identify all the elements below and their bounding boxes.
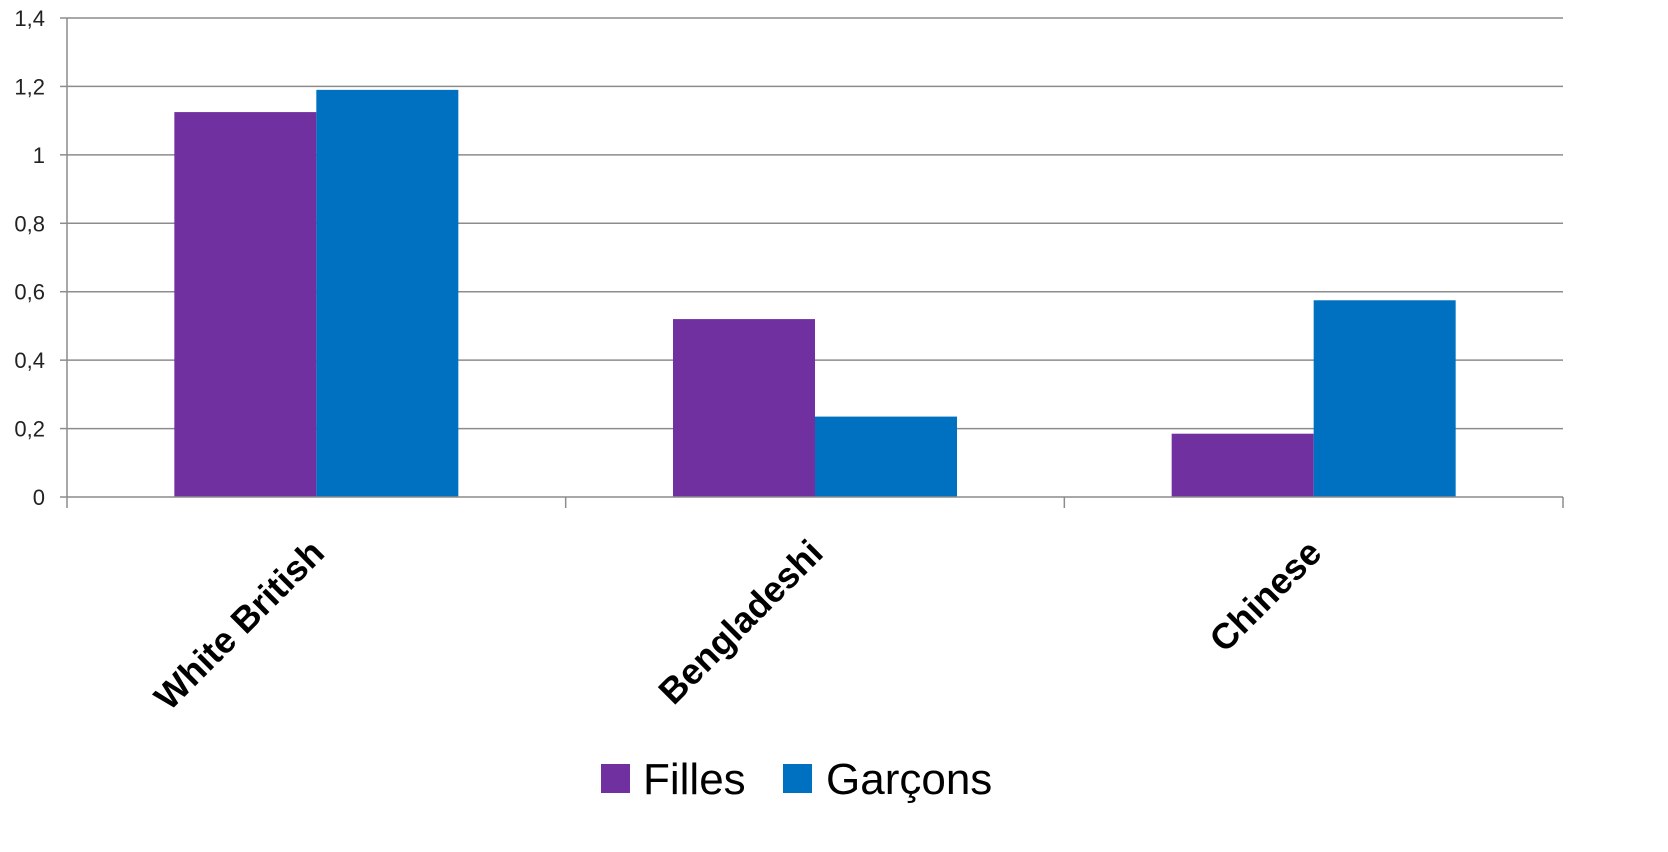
y-tick-label: 0	[33, 485, 45, 510]
x-tick-labels: White British Bengladeshi Chinese	[146, 532, 1329, 718]
bar-gar-ons-chinese	[1313, 300, 1456, 497]
x-tick-label: Bengladeshi	[650, 532, 830, 712]
legend-swatch-gar-ons	[783, 764, 812, 793]
y-tick-label: 0,6	[14, 280, 45, 305]
bar-filles-white-british	[174, 112, 317, 497]
y-tick-label: 1,4	[14, 6, 45, 31]
x-tick-label: Chinese	[1201, 532, 1329, 660]
bars	[174, 89, 1456, 497]
bar-filles-chinese	[1171, 433, 1314, 497]
legend: Filles Garçons	[601, 755, 992, 804]
y-tick-label: 0,4	[14, 348, 45, 373]
legend-label: Garçons	[826, 755, 992, 804]
bar-gar-ons-bengladeshi	[815, 416, 957, 497]
y-tick-label: 1,2	[14, 74, 45, 99]
legend-swatch-filles	[601, 764, 630, 793]
y-tick-labels: 0 0,2 0,4 0,6 0,8 1 1,2 1,4	[14, 6, 45, 510]
axes	[60, 17, 1564, 508]
bar-filles-bengladeshi	[673, 319, 815, 497]
y-tick-label: 0,8	[14, 211, 45, 236]
y-tick-label: 1	[33, 143, 45, 168]
legend-label: Filles	[643, 755, 746, 804]
bar-gar-ons-white-british	[316, 89, 459, 497]
y-tick-label: 0,2	[14, 417, 45, 442]
x-tick-label: White British	[146, 532, 332, 718]
